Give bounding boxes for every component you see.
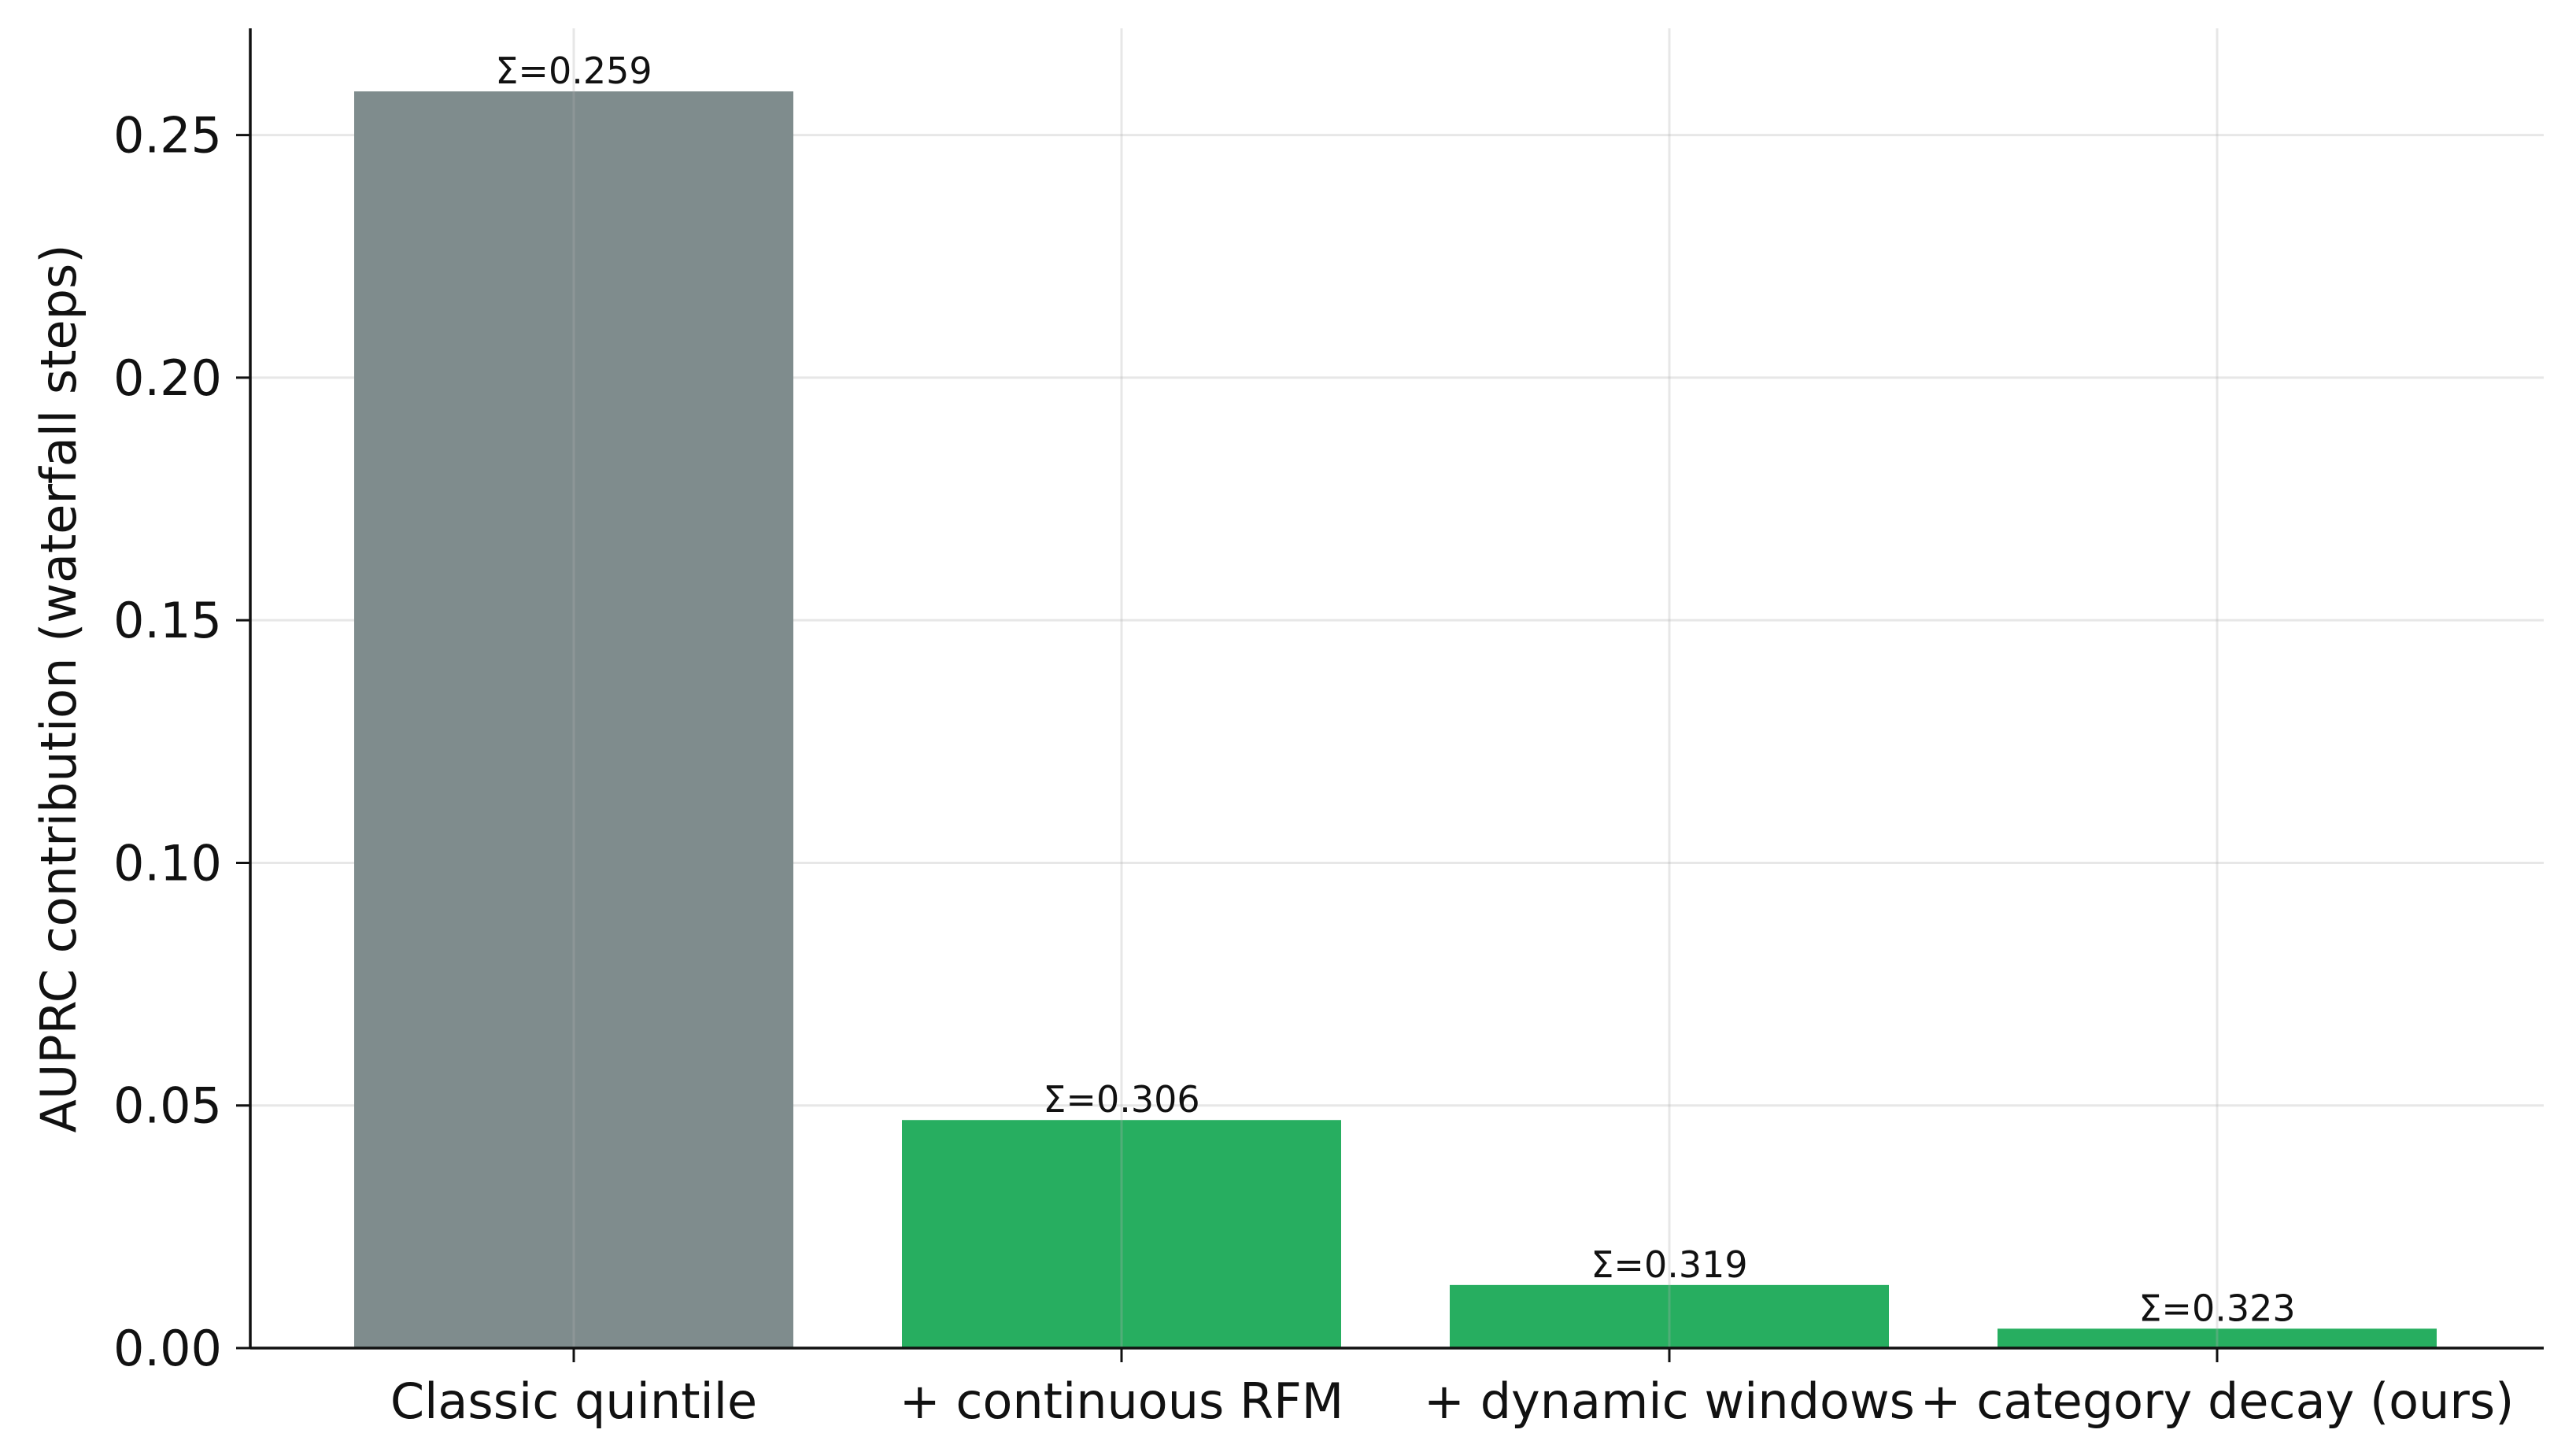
- y-tick-label: 0.25: [113, 107, 222, 164]
- x-tick-label: + dynamic windows: [1424, 1372, 1915, 1430]
- x-tick-label: + category decay (ours): [1920, 1372, 2515, 1430]
- bar: [1998, 1328, 2437, 1348]
- bar-value-label: Σ=0.259: [495, 50, 652, 92]
- bars: [354, 91, 2437, 1348]
- bar: [1450, 1284, 1889, 1348]
- x-tick-label: + continuous RFM: [900, 1372, 1344, 1430]
- bar-value-labels: Σ=0.259 Σ=0.306 Σ=0.319 Σ=0.323: [495, 50, 2295, 1329]
- y-axis-label: AUPRC contribution (waterfall steps): [30, 244, 87, 1132]
- y-tick-label: 0.20: [113, 349, 222, 407]
- axes: [249, 28, 2544, 1350]
- y-tick-label: 0.15: [113, 592, 222, 649]
- y-tick-label: 0.05: [113, 1077, 222, 1135]
- bar: [354, 91, 793, 1348]
- y-tick-label: 0.00: [113, 1320, 222, 1377]
- y-ticks: 0.00 0.05 0.10 0.15 0.20 0.25: [113, 107, 250, 1377]
- bar-value-label: Σ=0.319: [1591, 1243, 1747, 1286]
- bar-value-label: Σ=0.323: [2138, 1287, 2295, 1329]
- bar-value-label: Σ=0.306: [1043, 1078, 1199, 1121]
- x-tick-label: Classic quintile: [390, 1372, 757, 1430]
- x-ticks: Classic quintile + continuous RFM + dynami…: [390, 1348, 2514, 1430]
- bar: [902, 1120, 1341, 1348]
- vertical-grid-lines: [572, 28, 2219, 1348]
- y-tick-label: 0.10: [113, 834, 222, 892]
